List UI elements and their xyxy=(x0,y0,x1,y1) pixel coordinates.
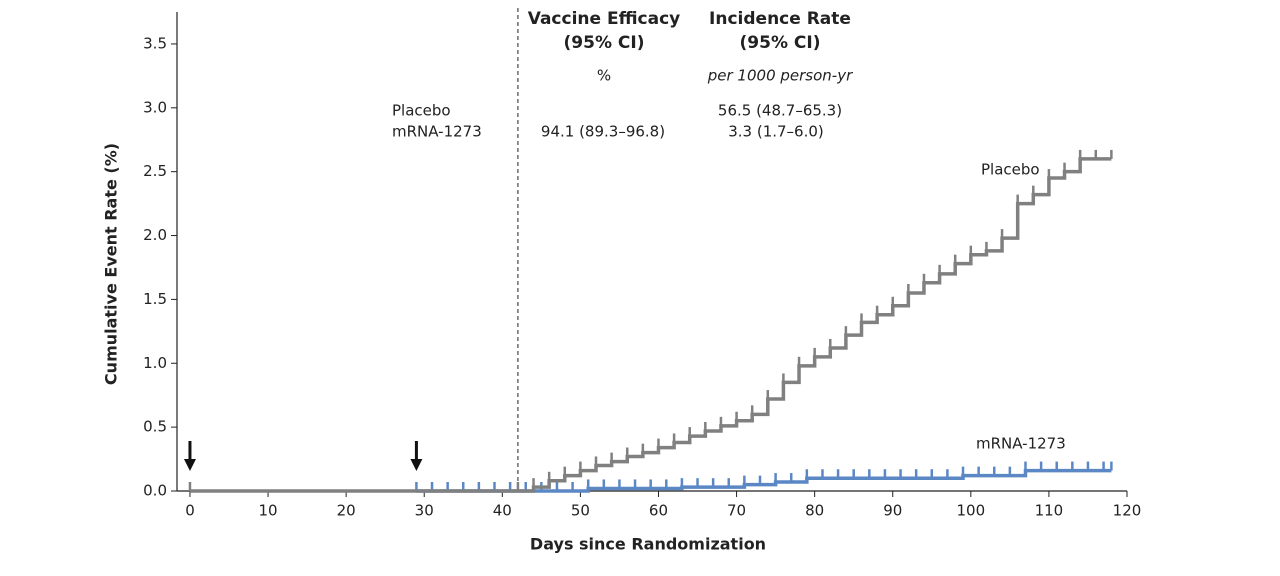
x-tick-label: 50 xyxy=(571,502,590,520)
step-line xyxy=(416,468,1112,493)
table-unit: per 1000 person-yr xyxy=(707,67,853,85)
table-cell: 3.3 (1.7–6.0) xyxy=(728,123,824,141)
table-header: (95% CI) xyxy=(740,33,821,53)
x-tick-label: 30 xyxy=(415,502,434,520)
x-tick-label: 120 xyxy=(1113,502,1142,520)
step-line xyxy=(189,157,1112,493)
series-label: Placebo xyxy=(981,161,1040,179)
table-unit: % xyxy=(597,67,611,85)
y-tick-label: 3.5 xyxy=(143,34,167,52)
series-label: mRNA-1273 xyxy=(976,435,1066,453)
x-tick-label: 60 xyxy=(649,502,668,520)
x-tick-label: 70 xyxy=(727,502,746,520)
y-tick-label: 1.5 xyxy=(143,290,167,308)
dose-arrow-head xyxy=(410,459,423,471)
y-axis-title: Cumulative Event Rate (%) xyxy=(102,143,121,385)
x-axis-title: Days since Randomization xyxy=(530,535,766,554)
x-tick-label: 0 xyxy=(185,502,195,520)
y-tick-label: 1.0 xyxy=(143,354,167,372)
table-cell: 56.5 (48.7–65.3) xyxy=(718,102,842,120)
table-header: (95% CI) xyxy=(564,33,645,53)
y-tick-label: 2.0 xyxy=(143,226,167,244)
x-tick-label: 100 xyxy=(957,502,986,520)
x-tick-label: 10 xyxy=(259,502,278,520)
table-header: Incidence Rate xyxy=(709,9,851,29)
x-tick-label: 40 xyxy=(493,502,512,520)
table-cell: 94.1 (89.3–96.8) xyxy=(541,123,665,141)
dose-arrow-head xyxy=(183,459,196,471)
table-row-label: mRNA-1273 xyxy=(392,123,482,141)
y-tick-label: 2.5 xyxy=(143,162,167,180)
x-tick-label: 20 xyxy=(337,502,356,520)
y-tick-label: 0.0 xyxy=(143,482,167,500)
x-tick-label: 110 xyxy=(1035,502,1064,520)
y-tick-label: 0.5 xyxy=(143,418,167,436)
table-header: Vaccine Efficacy xyxy=(528,9,681,29)
table-row-label: Placebo xyxy=(392,102,451,120)
x-tick-label: 90 xyxy=(883,502,902,520)
y-tick-label: 3.0 xyxy=(143,98,167,116)
x-tick-label: 80 xyxy=(805,502,824,520)
